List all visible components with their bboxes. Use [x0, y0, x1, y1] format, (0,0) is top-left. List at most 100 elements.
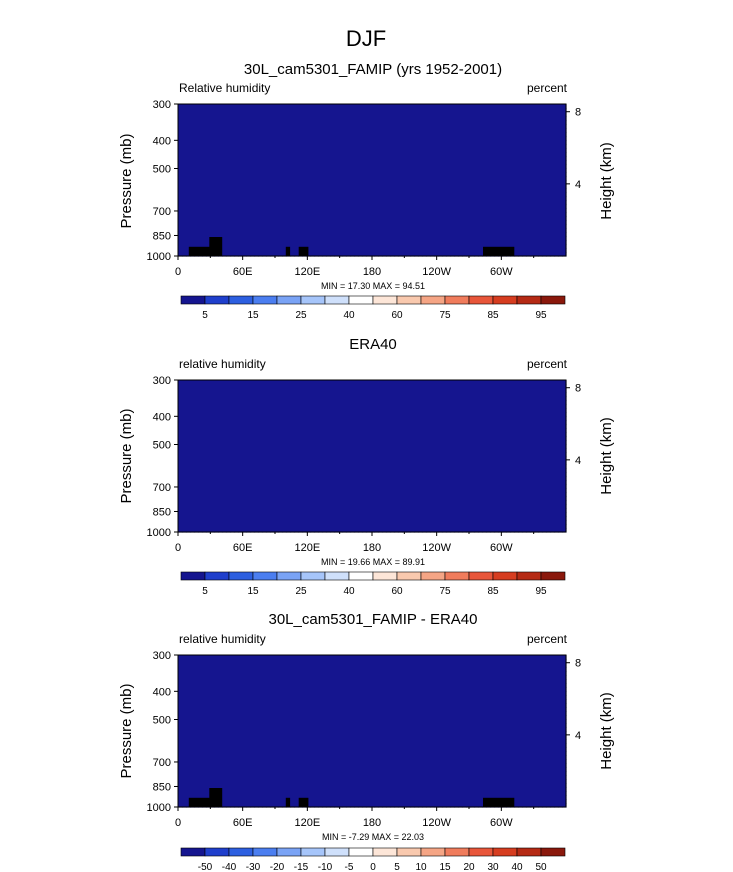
field-cell	[310, 384, 315, 389]
field-cell	[470, 132, 475, 137]
field-cell	[486, 124, 491, 129]
field-cell	[366, 140, 371, 145]
field-cell	[330, 232, 335, 237]
field-cell	[358, 164, 363, 169]
field-cell	[262, 140, 267, 145]
field-cell	[546, 188, 551, 193]
field-cell	[322, 192, 327, 197]
field-cell	[354, 104, 359, 109]
field-cell	[334, 252, 339, 257]
field-cell	[298, 132, 303, 137]
field-cell	[334, 392, 339, 397]
field-cell	[350, 108, 355, 113]
field-cell	[486, 176, 491, 181]
field-cell	[526, 228, 531, 233]
field-cell	[410, 180, 415, 185]
field-cell	[518, 120, 523, 125]
field-cell	[234, 392, 239, 397]
field-cell	[446, 224, 451, 229]
field-cell	[442, 156, 447, 161]
field-cell	[362, 424, 367, 429]
field-cell	[226, 120, 231, 125]
field-cell	[254, 392, 259, 397]
field-cell	[182, 396, 187, 401]
field-cell	[474, 220, 479, 225]
field-cell	[470, 128, 475, 133]
field-cell	[546, 148, 551, 153]
field-cell	[442, 420, 447, 425]
field-cell	[194, 112, 199, 117]
field-cell	[246, 224, 251, 229]
field-cell	[354, 404, 359, 409]
field-cell	[478, 404, 483, 409]
field-cell	[482, 144, 487, 149]
field-cell	[326, 408, 331, 413]
field-cell	[186, 204, 191, 209]
field-cell	[270, 128, 275, 133]
field-cell	[310, 136, 315, 141]
field-cell	[346, 224, 351, 229]
field-cell	[506, 136, 511, 141]
field-cell	[482, 204, 487, 209]
field-cell	[282, 388, 287, 393]
field-cell	[286, 244, 291, 249]
field-cell	[206, 400, 211, 405]
field-cell	[186, 140, 191, 145]
field-cell	[458, 248, 463, 253]
field-cell	[474, 232, 479, 237]
field-cell	[458, 400, 463, 405]
field-cell	[378, 156, 383, 161]
field-cell	[290, 192, 295, 197]
field-cell	[486, 420, 491, 425]
field-cell	[310, 236, 315, 241]
field-cell	[418, 408, 423, 413]
field-cell	[386, 140, 391, 145]
field-cell	[342, 104, 347, 109]
field-cell	[326, 168, 331, 173]
field-cell	[302, 148, 307, 153]
field-cell	[470, 388, 475, 393]
field-cell	[390, 168, 395, 173]
field-cell	[206, 404, 211, 409]
field-cell	[454, 240, 459, 245]
field-cell	[338, 424, 343, 429]
field-cell	[242, 156, 247, 161]
field-cell	[470, 220, 475, 225]
field-cell	[326, 252, 331, 257]
field-cell	[370, 412, 375, 417]
field-cell	[454, 388, 459, 393]
field-cell	[410, 104, 415, 109]
field-cell	[310, 120, 315, 125]
field-cell	[378, 136, 383, 141]
field-cell	[262, 116, 267, 121]
field-cell	[482, 224, 487, 229]
field-cell	[462, 172, 467, 177]
field-cell	[250, 252, 255, 257]
field-cell	[182, 112, 187, 117]
field-cell	[278, 156, 283, 161]
field-cell	[486, 140, 491, 145]
field-cell	[550, 384, 555, 389]
field-cell	[262, 228, 267, 233]
field-cell	[430, 380, 435, 385]
field-cell	[318, 428, 323, 433]
field-cell	[510, 144, 515, 149]
field-cell	[274, 156, 279, 161]
field-cell	[526, 172, 531, 177]
field-cell	[178, 420, 183, 425]
field-cell	[286, 240, 291, 245]
field-cell	[346, 428, 351, 433]
field-cell	[462, 132, 467, 137]
field-cell	[194, 148, 199, 153]
field-cell	[266, 396, 271, 401]
field-cell	[434, 408, 439, 413]
field-cell	[314, 384, 319, 389]
field-cell	[310, 400, 315, 405]
field-cell	[498, 412, 503, 417]
colorbar-tick-label: 75	[439, 310, 451, 321]
field-cell	[222, 136, 227, 141]
field-cell	[406, 132, 411, 137]
field-cell	[502, 128, 507, 133]
field-cell	[238, 144, 243, 149]
field-cell	[274, 116, 279, 121]
